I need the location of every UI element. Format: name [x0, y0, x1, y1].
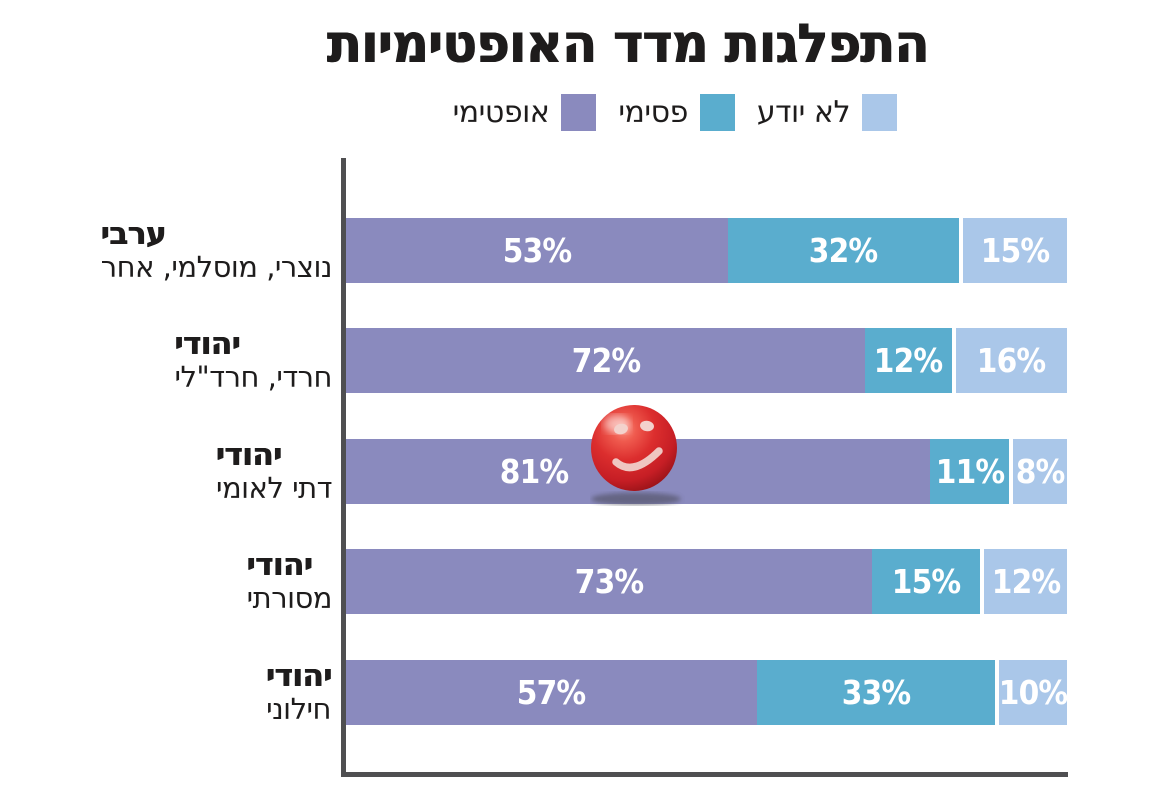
bar-segment-dont-know: 8% [1009, 439, 1067, 504]
segment-value: 72% [571, 341, 640, 380]
category-detail: דתי לאומי [215, 471, 333, 505]
chart-title: התפלגות מדד האופטימיות [327, 12, 930, 75]
legend-item-dont-know: לא יודע [756, 93, 897, 131]
legend-label: אופטימי [452, 94, 550, 130]
stacked-bar: 73% 15% 12% [346, 549, 1067, 614]
category-group: יהודי [215, 437, 282, 473]
bar-segment-optimistic: 57% [346, 660, 757, 725]
bar-segment-pessimistic: 11% [930, 439, 1010, 504]
bar-segment-optimistic: 53% [346, 218, 729, 283]
legend-label: פסימי [618, 94, 688, 130]
legend-label: לא יודע [756, 94, 851, 130]
stacked-bar: 57% 33% 10% [346, 660, 1068, 725]
segment-value: 53% [502, 231, 572, 270]
category-label: יהודי דתי לאומי [215, 436, 333, 507]
legend-item-pessimistic: פסימי [618, 93, 735, 131]
legend-swatch-optimistic [561, 93, 597, 131]
category-label: ערבי נוצרי, מוסלמי, אחר [100, 215, 333, 286]
segment-value: 57% [517, 673, 586, 712]
legend-item-optimistic: אופטימי [452, 93, 597, 131]
category-group: יהודי [174, 326, 241, 362]
category-group: ערבי [100, 216, 167, 252]
segment-value: 73% [574, 562, 644, 601]
bar-segment-optimistic: 73% [346, 549, 873, 614]
category-label: יהודי חרדי, חרד"לי [174, 325, 332, 396]
segment-value: 8% [1015, 452, 1066, 491]
legend-swatch-dont-know [862, 93, 897, 131]
segment-value: 33% [841, 673, 911, 712]
bar-segment-optimistic: 72% [346, 328, 866, 393]
stacked-bar: 53% 32% 15% [346, 218, 1067, 283]
legend: לא יודע פסימי אופטימי [453, 90, 897, 134]
category-detail: מסורתי [246, 581, 333, 615]
segment-value: 32% [809, 231, 878, 270]
segment-value: 12% [991, 562, 1061, 601]
segment-value: 12% [874, 341, 943, 380]
category-detail: חילוני [266, 692, 331, 726]
category-label: יהודי חילוני [266, 657, 332, 728]
bar-segment-pessimistic: 32% [728, 218, 959, 283]
segment-value: 15% [892, 562, 961, 601]
legend-swatch-pessimistic [699, 93, 735, 131]
segment-value: 10% [998, 673, 1068, 712]
bar-segment-dont-know: 10% [994, 660, 1068, 725]
segment-value: 16% [977, 341, 1046, 380]
bar-segment-pessimistic: 12% [865, 328, 952, 393]
category-group: יהודי [246, 547, 313, 583]
bar-segment-dont-know: 12% [980, 549, 1067, 614]
bar-segment-pessimistic: 15% [872, 549, 981, 614]
category-group: יהודי [266, 658, 332, 694]
category-detail: נוצרי, מוסלמי, אחר [100, 250, 333, 284]
bar-segment-dont-know: 15% [958, 218, 1067, 283]
stacked-bar: 72% 12% 16% [346, 328, 1067, 393]
x-axis-line [341, 772, 1068, 777]
bar-segment-dont-know: 16% [951, 328, 1067, 393]
segment-value: 15% [980, 231, 1050, 270]
segment-value: 11% [935, 452, 1004, 491]
y-axis-line [341, 158, 346, 777]
stacked-bar: 81% 11% 8% [346, 439, 1067, 504]
bar-segment-pessimistic: 33% [756, 660, 995, 725]
smiley-ball-icon [591, 405, 681, 506]
segment-value: 81% [499, 452, 569, 491]
category-detail: חרדי, חרד"לי [174, 360, 332, 394]
category-label: יהודי מסורתי [246, 546, 333, 617]
